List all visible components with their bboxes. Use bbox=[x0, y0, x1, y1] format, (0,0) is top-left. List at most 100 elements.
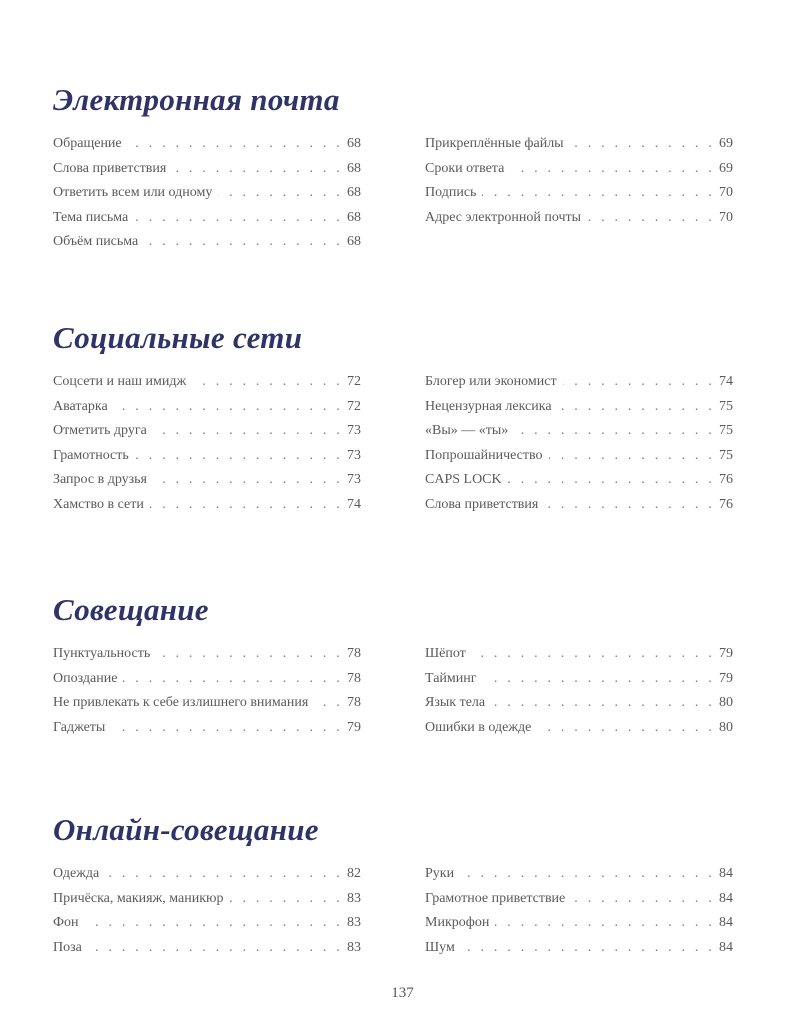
entry-label: Ответить всем или одному bbox=[53, 185, 213, 201]
toc-section: Совещание Пунктуальность78 Опоздание 78 Не п… bbox=[53, 592, 733, 740]
dot-leader bbox=[229, 887, 343, 912]
page-number: 137 bbox=[391, 985, 414, 1001]
entry-label: Фон bbox=[53, 915, 79, 931]
toc-entry[interactable]: Сроки ответа 69 bbox=[425, 157, 733, 182]
toc-entry[interactable]: Шёпот 79 bbox=[425, 642, 733, 667]
toc-entry[interactable]: Запрос в друзья 73 bbox=[53, 468, 361, 493]
entry-page: 79 bbox=[347, 719, 361, 735]
section-title: Совещание bbox=[53, 592, 209, 627]
entry-page: 68 bbox=[347, 136, 361, 151]
dot-leader bbox=[587, 206, 715, 231]
dot-leader bbox=[483, 667, 716, 692]
entry-label: Отметить друга bbox=[53, 423, 147, 439]
entry-label: Запрос в друзья bbox=[53, 472, 148, 488]
entry-page: 68 bbox=[347, 234, 361, 250]
entry-page: 82 bbox=[347, 866, 361, 881]
entry-label: Нецензурная лексика bbox=[425, 398, 552, 414]
toc-entry[interactable]: Адрес электронной почты 70 bbox=[425, 206, 733, 231]
dot-leader bbox=[111, 716, 343, 741]
entry-label: Обращение bbox=[53, 136, 122, 151]
dot-leader bbox=[472, 642, 715, 667]
toc-entry[interactable]: Пунктуальность 78 bbox=[53, 642, 361, 667]
toc-entry[interactable]: Язык тела 80 bbox=[425, 691, 733, 716]
entry-page: 73 bbox=[347, 472, 361, 488]
entry-page: 74 bbox=[347, 496, 361, 512]
entry-page: 80 bbox=[719, 719, 733, 735]
toc-entry[interactable]: Шум 84 bbox=[425, 936, 733, 961]
entry-page: 69 bbox=[719, 136, 733, 151]
toc-entry[interactable]: Ошибки в одежде 80 bbox=[425, 716, 733, 741]
toc-entry[interactable]: Грамотное приветствие 84 bbox=[425, 887, 733, 912]
entry-label: Сроки ответа bbox=[425, 160, 505, 176]
toc-column-left: Обращение68Слова приветствия68Ответить в… bbox=[53, 132, 361, 255]
dot-leader bbox=[128, 132, 343, 157]
entry-page: 73 bbox=[347, 423, 361, 439]
dot-leader bbox=[153, 419, 343, 444]
entry-page: 84 bbox=[719, 890, 733, 906]
entry-label: Попрошайничество bbox=[425, 447, 543, 463]
dot-leader bbox=[563, 370, 715, 395]
entry-page: 78 bbox=[347, 670, 361, 686]
toc-column-left: Пунктуальность78 Опоздание 78 Не привлекать… bbox=[53, 642, 361, 740]
entry-label: Хамство в сети bbox=[53, 496, 144, 512]
toc-entry[interactable]: Фон 83 bbox=[53, 911, 361, 936]
dot-leader bbox=[558, 395, 715, 420]
toc-entry[interactable]: Одежда 82 bbox=[53, 862, 361, 887]
toc-entry[interactable]: Тайминг 79 bbox=[425, 667, 733, 692]
dot-leader bbox=[314, 691, 343, 716]
dot-leader bbox=[495, 911, 715, 936]
toc-entry[interactable]: Хамство в сети 74 bbox=[53, 493, 361, 518]
toc-section: Электронная почтаОбращение68Слова привет… bbox=[53, 82, 733, 255]
dot-leader bbox=[105, 862, 343, 887]
entry-label: «Вы» — «ты» bbox=[425, 423, 509, 439]
toc-entry[interactable]: Отметить друга 73 bbox=[53, 419, 361, 444]
dot-leader bbox=[482, 181, 715, 206]
toc-entry[interactable]: Тема письма 68 bbox=[53, 206, 361, 231]
dot-leader bbox=[135, 444, 343, 469]
dot-leader bbox=[85, 911, 343, 936]
toc-entry[interactable]: Блогер или экономист 74 bbox=[425, 370, 733, 395]
entry-page: 83 bbox=[347, 915, 361, 931]
entry-label: Опоздание bbox=[53, 670, 118, 686]
dot-leader bbox=[172, 157, 343, 182]
entry-label: Подпись bbox=[425, 185, 477, 201]
entry-page: 79 bbox=[719, 670, 733, 686]
dot-leader bbox=[510, 157, 715, 182]
toc-column-right: Прикреплённые файлы 69 Сроки ответа 69 Подпи… bbox=[425, 132, 733, 255]
toc-entry[interactable]: Поза 83 bbox=[53, 936, 361, 961]
toc-entry[interactable]: Ответить всем или одному 68 bbox=[53, 181, 361, 206]
toc-entry[interactable]: CAPS LOCK 76 bbox=[425, 468, 733, 493]
dot-leader bbox=[192, 370, 343, 395]
toc-entry[interactable]: Опоздание 78 bbox=[53, 667, 361, 692]
toc-entry[interactable]: Обращение 68 bbox=[53, 132, 361, 157]
toc-entry[interactable]: Микрофон 84 bbox=[425, 911, 733, 936]
toc-entry[interactable]: Слова приветствия 76 bbox=[425, 493, 733, 518]
toc-entry[interactable]: Прикреплённые файлы 69 bbox=[425, 132, 733, 157]
toc-entry[interactable]: Грамотность 73 bbox=[53, 444, 361, 469]
entry-label: Слова приветствия bbox=[53, 160, 167, 176]
toc-entry[interactable]: Причёска, макияж, маникюр 83 bbox=[53, 887, 361, 912]
toc-entry[interactable]: Руки 84 bbox=[425, 862, 733, 887]
toc-entry[interactable]: Объём письма 68 bbox=[53, 230, 361, 255]
toc-entry[interactable]: Подпись 70 bbox=[425, 181, 733, 206]
entry-label: Гаджеты bbox=[53, 719, 106, 735]
toc-entry[interactable]: Соцсети и наш имидж 72 bbox=[53, 370, 361, 395]
toc-entry[interactable]: Гаджеты 79 bbox=[53, 716, 361, 741]
entry-label: Ошибки в одежде bbox=[425, 719, 532, 735]
toc-entry[interactable]: Аватарка 72 bbox=[53, 395, 361, 420]
dot-leader bbox=[570, 132, 715, 157]
entry-label: Руки bbox=[425, 866, 455, 881]
toc-entry[interactable]: Слова приветствия 68 bbox=[53, 157, 361, 182]
toc-entry[interactable]: «Вы» — «ты» 75 bbox=[425, 419, 733, 444]
toc-section: Онлайн-совещание Одежда 82 Причёска, макияж… bbox=[53, 812, 733, 960]
dot-leader bbox=[114, 395, 343, 420]
entry-label: Грамотность bbox=[53, 447, 129, 463]
toc-entry[interactable]: Попрошайничество 75 bbox=[425, 444, 733, 469]
dot-leader bbox=[153, 468, 343, 493]
toc-entry[interactable]: Не привлекать к себе излишнего внимания 7… bbox=[53, 691, 361, 716]
entry-label: Слова приветствия bbox=[425, 496, 539, 512]
entry-page: 72 bbox=[347, 398, 361, 414]
entry-page: 84 bbox=[719, 939, 733, 955]
toc-entry[interactable]: Нецензурная лексика 75 bbox=[425, 395, 733, 420]
